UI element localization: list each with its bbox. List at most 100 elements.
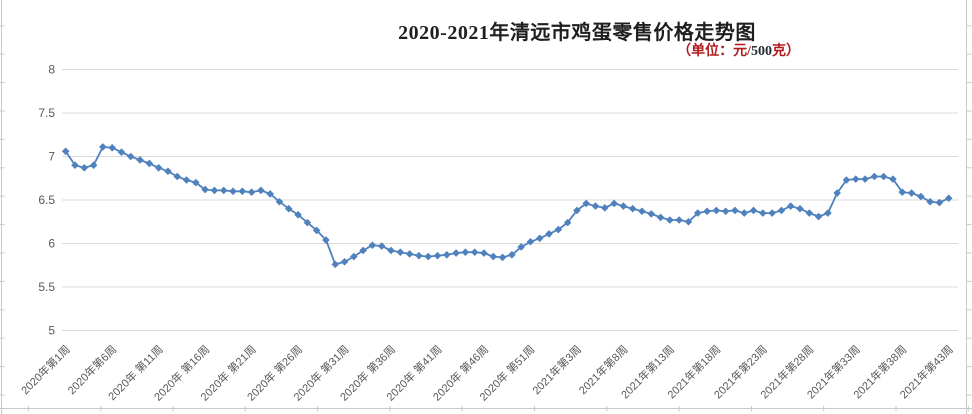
y-axis-tick-label: 6: [48, 237, 55, 251]
data-point-marker: [768, 209, 776, 217]
data-point-marker: [192, 178, 200, 187]
chart-title: 2020-2021年清远市鸡蛋零售价格走势图: [398, 22, 756, 44]
data-point-marker: [312, 226, 321, 235]
y-axis-tick-label: 8: [48, 63, 55, 77]
data-point-marker: [350, 252, 358, 261]
data-point-marker: [498, 253, 507, 262]
price-line: [64, 145, 950, 266]
data-point-marker: [610, 199, 618, 208]
data-point-marker: [452, 249, 460, 257]
data-point-marker: [889, 175, 897, 183]
data-point-marker: [526, 237, 535, 246]
data-point-marker: [647, 210, 656, 218]
data-point-marker: [917, 192, 925, 201]
data-point-marker: [824, 209, 832, 217]
data-point-marker: [879, 172, 888, 181]
data-point-marker: [415, 251, 423, 260]
y-axis-tick-label: 7: [48, 150, 55, 164]
data-point-marker: [340, 257, 349, 266]
data-point-marker: [703, 207, 711, 216]
data-point-marker: [870, 172, 879, 181]
data-point-marker: [61, 147, 70, 156]
data-point-marker: [294, 210, 302, 219]
data-point-marker: [926, 197, 934, 206]
data-point-marker: [117, 148, 126, 156]
data-point-marker: [489, 252, 498, 261]
data-point-marker: [554, 225, 563, 234]
data-point-marker: [545, 230, 553, 238]
data-point-marker: [71, 161, 79, 169]
data-point-marker: [368, 241, 377, 250]
data-point-marker: [535, 234, 544, 243]
data-point-marker: [656, 213, 665, 222]
data-point-marker: [684, 217, 693, 226]
data-point-marker: [136, 156, 144, 164]
data-point-marker: [201, 185, 209, 194]
data-point-marker: [944, 194, 953, 203]
data-point-marker: [145, 159, 154, 168]
unit-label-suffix: 克）: [772, 44, 800, 59]
data-point-marker: [508, 251, 516, 259]
data-point-marker: [284, 204, 293, 213]
data-point-marker: [89, 161, 98, 169]
data-point-marker: [322, 236, 330, 244]
data-point-marker: [777, 206, 786, 215]
data-point-marker: [833, 189, 841, 197]
data-point-marker: [480, 249, 488, 257]
y-axis-tick-label: 5.5: [38, 280, 55, 294]
x-axis-tick-label: 2020年第1周: [18, 342, 73, 397]
data-point-marker: [182, 176, 191, 184]
data-point-marker: [359, 246, 367, 255]
data-point-marker: [164, 167, 172, 176]
data-point-marker: [442, 251, 451, 259]
data-point-marker: [861, 175, 869, 183]
unit-label-number: 500: [751, 44, 772, 59]
data-point-marker: [740, 209, 749, 217]
data-point-marker: [387, 246, 395, 255]
data-point-marker: [628, 204, 637, 213]
data-point-marker: [675, 216, 683, 224]
data-point-marker: [517, 243, 525, 251]
data-point-marker: [749, 206, 758, 215]
y-axis-tick-label: 6.5: [38, 193, 55, 207]
data-point-marker: [99, 143, 107, 151]
data-point-marker: [573, 206, 581, 215]
data-point-marker: [814, 212, 823, 221]
data-point-marker: [842, 176, 851, 184]
data-point-marker: [470, 248, 479, 256]
data-point-marker: [247, 188, 256, 196]
x-axis-tick-label: 2021年第3周: [529, 342, 584, 397]
data-point-marker: [396, 248, 405, 256]
chart-unit-label: （单位：元/500克）: [677, 40, 800, 60]
data-point-marker: [786, 202, 795, 210]
data-point-marker: [229, 187, 237, 196]
data-point-marker: [257, 186, 265, 195]
data-point-marker: [377, 242, 386, 250]
data-point-marker: [173, 172, 182, 181]
data-point-marker: [582, 199, 591, 208]
data-point-marker: [433, 251, 442, 260]
data-point-marker: [331, 260, 340, 269]
data-point-marker: [935, 198, 944, 207]
data-point-marker: [461, 248, 470, 256]
data-point-marker: [731, 206, 739, 215]
y-axis-tick-label: 5: [48, 324, 55, 338]
data-point-marker: [405, 250, 414, 258]
data-point-marker: [805, 209, 814, 217]
data-point-marker: [601, 204, 609, 212]
data-point-marker: [666, 216, 674, 224]
unit-label-prefix: （单位：元/: [677, 44, 751, 59]
data-point-marker: [80, 164, 89, 172]
data-point-marker: [563, 218, 572, 227]
data-point-marker: [219, 186, 228, 195]
price-line-path: [64, 145, 950, 266]
data-point-marker: [759, 209, 767, 217]
data-point-marker: [693, 209, 702, 217]
data-point-marker: [424, 252, 433, 261]
data-point-marker: [210, 186, 219, 195]
data-point-marker: [907, 189, 916, 197]
y-axis-tick-label: 7.5: [38, 106, 55, 120]
